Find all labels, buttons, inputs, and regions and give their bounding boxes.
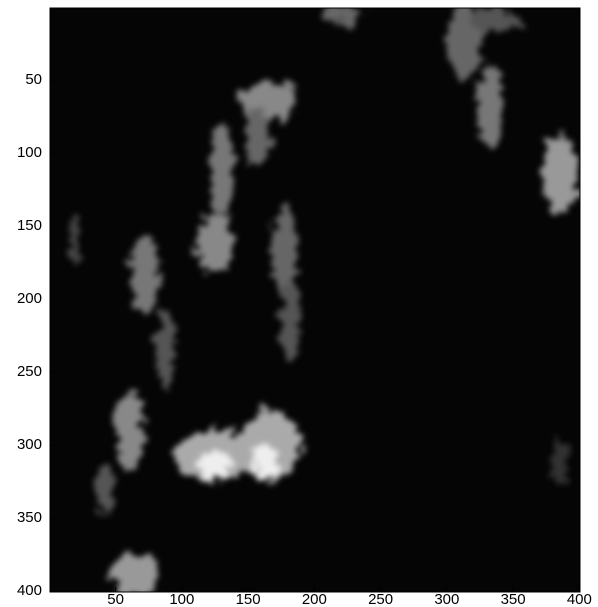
y-tick-label: 250 — [17, 363, 42, 380]
page: {"chart_data": {"type": "image", "colorm… — [0, 0, 598, 607]
x-tick-label: 350 — [501, 591, 526, 607]
y-tick-label: 200 — [17, 290, 42, 307]
y-tick-label: 100 — [17, 144, 42, 161]
x-tick-label: 200 — [302, 591, 327, 607]
x-tick-label: 400 — [567, 591, 592, 607]
y-tick-label: 150 — [17, 217, 42, 234]
y-tick-label: 350 — [17, 509, 42, 526]
x-tick-label: 150 — [236, 591, 261, 607]
x-tick-label: 100 — [169, 591, 194, 607]
x-tick-label: 250 — [368, 591, 393, 607]
x-tick-label: 50 — [107, 591, 124, 607]
y-tick-label: 300 — [17, 436, 42, 453]
x-tick-label: 300 — [434, 591, 459, 607]
y-tick-label: 50 — [25, 71, 42, 88]
chart: 50 100 150 200 250 300 350 400 50 100 150 200 250 300… — [0, 0, 598, 607]
y-tick-label: 400 — [17, 582, 42, 599]
